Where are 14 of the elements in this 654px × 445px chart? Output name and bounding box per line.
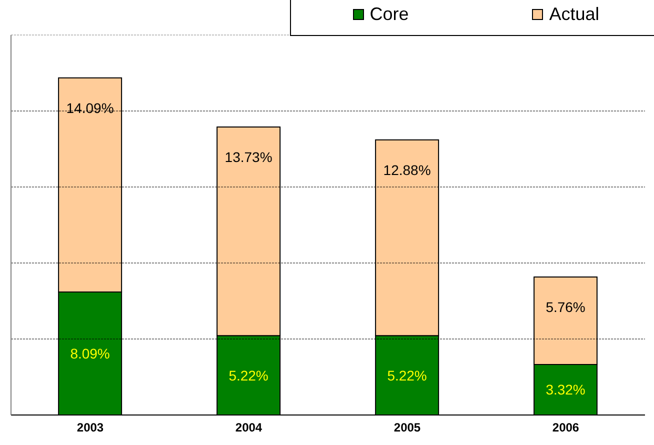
data-label: 5.76% bbox=[546, 298, 586, 315]
data-label: 12.88% bbox=[383, 162, 431, 178]
x-tick-label: 2005 bbox=[394, 420, 421, 435]
x-tick-label: 2006 bbox=[552, 420, 580, 435]
data-label: 14.09% bbox=[66, 100, 114, 116]
data-label: 5.22% bbox=[387, 367, 427, 384]
x-tick-label: 2003 bbox=[76, 420, 104, 435]
legend-label: Core bbox=[370, 4, 409, 24]
data-label: 8.09% bbox=[70, 345, 110, 362]
data-label: 3.32% bbox=[546, 382, 586, 398]
data-label: 13.73% bbox=[224, 148, 272, 165]
legend-label: Actual bbox=[549, 4, 600, 24]
x-tick-label: 2004 bbox=[235, 420, 262, 435]
data-label: 5.22% bbox=[228, 367, 268, 384]
